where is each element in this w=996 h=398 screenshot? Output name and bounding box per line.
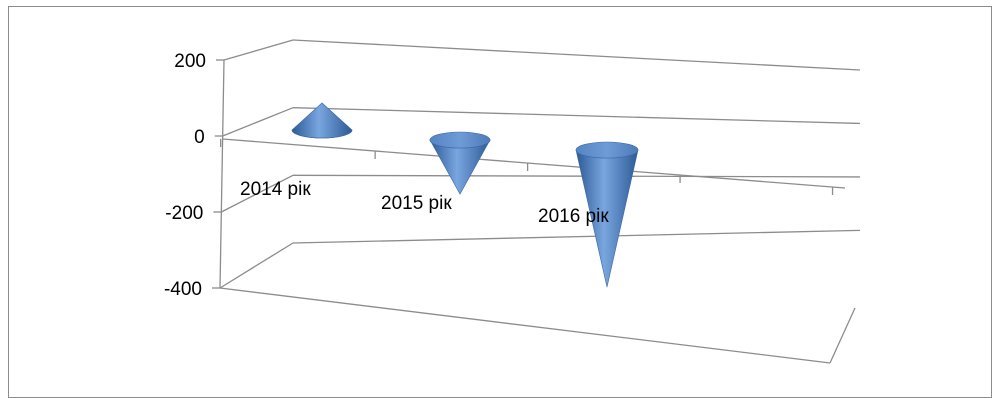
gridline-left--200 — [221, 174, 294, 213]
y-tick-label: 200 — [174, 51, 206, 72]
category-labels: 2014 рік 2015 рік 2016 рік — [240, 179, 609, 227]
y-tick-label: -200 — [165, 203, 203, 224]
y-tick-labels: 200 0 -200 -400 — [164, 51, 206, 300]
cone-2016 рік — [575, 141, 639, 288]
category-label: 2016 рік — [538, 206, 609, 227]
floor-front-edge — [219, 287, 831, 364]
gridline-back--400 — [292, 229, 861, 244]
gridline-back--200 — [292, 174, 861, 178]
cone-cap — [429, 131, 491, 149]
category-label: 2014 рік — [240, 179, 311, 200]
cone-base-edge — [291, 129, 353, 139]
cone-2015 рік — [429, 131, 491, 195]
cone-2014 рік — [291, 102, 353, 139]
floor-right-edge — [829, 307, 856, 364]
x-axis-line — [222, 138, 846, 189]
gridlines — [219, 39, 861, 289]
gridline-left-200 — [223, 39, 294, 61]
y-axis-line — [219, 59, 225, 289]
category-label: 2015 рік — [381, 193, 452, 214]
y-tick-label: -400 — [164, 279, 202, 300]
y-tick-label: 0 — [194, 127, 205, 148]
gridline-left--400 — [219, 242, 294, 289]
axes — [212, 59, 856, 364]
gridline-back-0 — [292, 107, 861, 125]
gridline-back-200 — [292, 39, 861, 71]
cones — [291, 102, 639, 288]
cone-cap — [575, 141, 639, 159]
gridline-left-0 — [222, 107, 294, 137]
chart-frame — [8, 6, 992, 398]
